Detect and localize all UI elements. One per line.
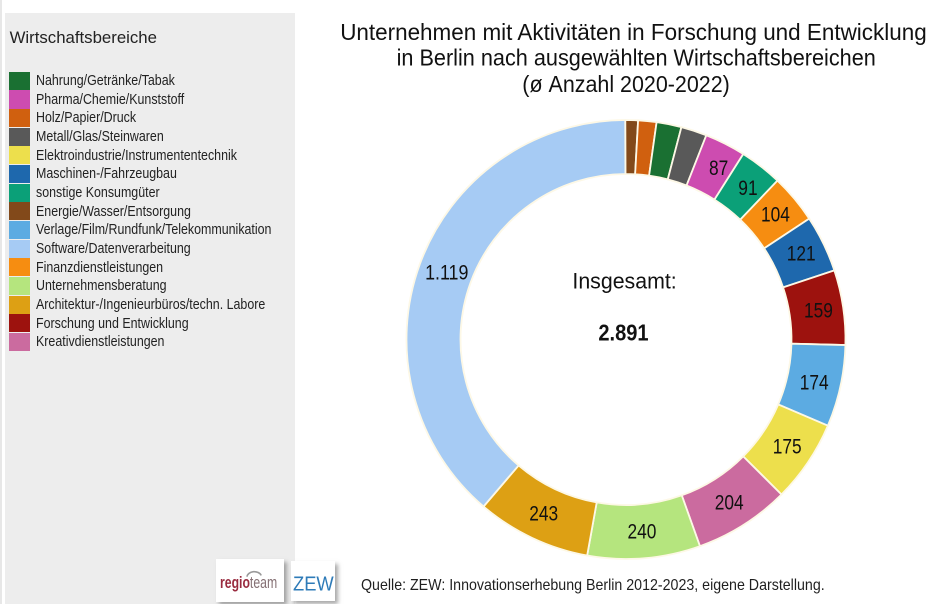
svg-text:in Berlin nach ausgewählten Wi: in Berlin nach ausgewählten Wirtschaftsb… <box>397 44 876 70</box>
svg-text:87: 87 <box>709 157 728 180</box>
svg-text:(ø Anzahl 2020-2022): (ø Anzahl 2020-2022) <box>522 71 730 97</box>
svg-text:174: 174 <box>800 372 829 395</box>
svg-text:240: 240 <box>628 521 657 544</box>
svg-text:243: 243 <box>529 503 558 526</box>
svg-text:104: 104 <box>761 204 790 227</box>
svg-text:91: 91 <box>738 177 757 200</box>
svg-text:2.891: 2.891 <box>598 320 648 346</box>
svg-text:121: 121 <box>787 243 816 266</box>
svg-text:Insgesamt:: Insgesamt: <box>572 268 676 293</box>
svg-text:Unternehmen mit Aktivitäten in: Unternehmen mit Aktivitäten in Forschung… <box>340 19 927 45</box>
svg-text:159: 159 <box>804 299 833 322</box>
svg-text:1.119: 1.119 <box>425 262 468 285</box>
svg-text:ZEW: ZEW <box>293 573 334 595</box>
svg-text:175: 175 <box>773 435 802 458</box>
svg-text:204: 204 <box>715 491 744 514</box>
